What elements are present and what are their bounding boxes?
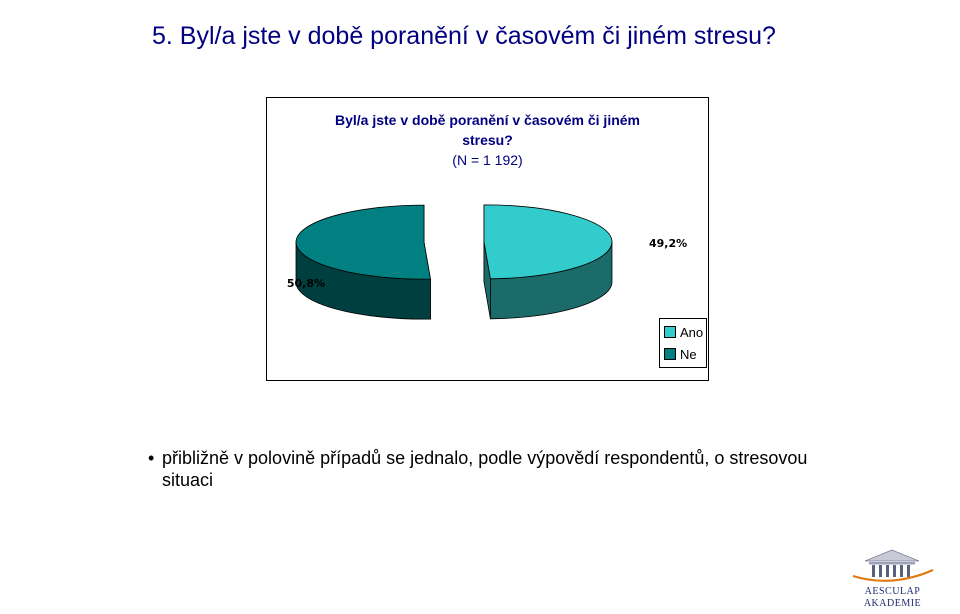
legend-label-ano: Ano xyxy=(680,324,704,340)
legend-swatch-ano xyxy=(664,326,676,338)
bullet-text: přibližně v polovině případů se jednalo,… xyxy=(162,448,808,490)
chart-frame: Byl/a jste v době poranění v časovém či … xyxy=(266,97,709,381)
legend-swatch-ne xyxy=(664,348,676,360)
legend-item-ano: Ano xyxy=(664,324,703,340)
logo-line1: AESCULAP xyxy=(864,586,921,597)
bullet-point: • přibližně v polovině případů se jednal… xyxy=(148,447,848,491)
aesculap-logo: AESCULAP AKADEMIE xyxy=(845,548,940,610)
chart-title-line1: Byl/a jste v době poranění v časovém či … xyxy=(334,112,640,128)
pie-slice-ne xyxy=(295,204,431,280)
pie-group xyxy=(295,204,613,320)
pie-chart: 49,2% 50,8% xyxy=(287,204,687,320)
legend-item-ne: Ne xyxy=(664,346,697,362)
data-label-ne: 50,8% xyxy=(287,277,325,290)
legend-label-ne: Ne xyxy=(680,346,697,362)
temple-icon xyxy=(852,549,934,582)
bullet-dot-icon: • xyxy=(148,448,155,468)
slide-title: 5. Byl/a jste v době poranění v časovém … xyxy=(152,22,776,50)
chart-title-line2: stresu? xyxy=(462,132,513,148)
chart-title: Byl/a jste v době poranění v časovém či … xyxy=(267,110,708,170)
data-label-ano: 49,2% xyxy=(649,237,687,250)
logo-line2: AKADEMIE xyxy=(863,598,922,609)
chart-legend: Ano Ne xyxy=(659,318,707,368)
pie-slice-ano xyxy=(483,204,613,280)
chart-subtitle: (N = 1 192) xyxy=(452,152,523,168)
